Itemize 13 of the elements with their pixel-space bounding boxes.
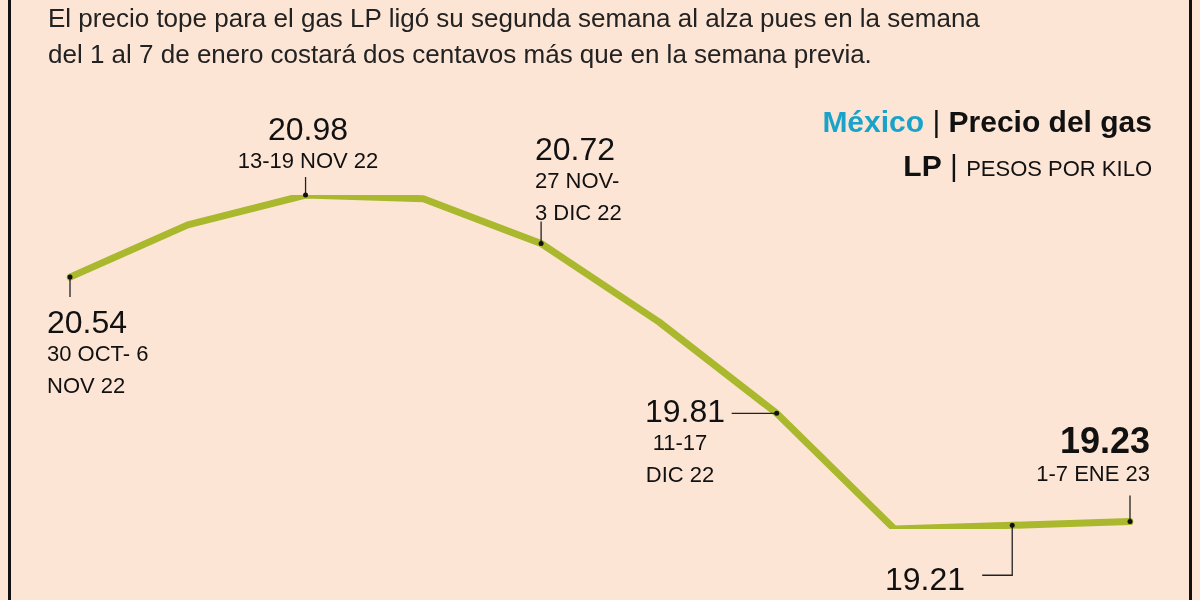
- data-label: 20.54: [47, 304, 128, 340]
- annotation: 1-7 ENE 23: [1036, 461, 1150, 486]
- annotation: 30 OCT- 6 NOV 22: [47, 341, 149, 398]
- data-label: 19.81: [644, 393, 725, 429]
- text: 13-19 NOV 22: [237, 148, 379, 173]
- annotation: 11-17 DIC 22: [645, 430, 715, 487]
- chart-subtitle: El precio tope para el gas LP ligó su segunda semana al alza pues en la semana del 1 al 7 de enero costará dos centavos más que en la semana previa.: [48, 2, 981, 71]
- data-label: 20.98: [267, 111, 349, 147]
- chart-title: México | Precio del gas LP | PESOS POR KILO: [822, 105, 1152, 182]
- data-label: 19.21: [884, 561, 965, 597]
- data-label: 20.72: [535, 131, 616, 167]
- annotation: 27 NOV- 3 DIC 22: [535, 168, 622, 225]
- data-label: 19.23: [1059, 420, 1150, 461]
